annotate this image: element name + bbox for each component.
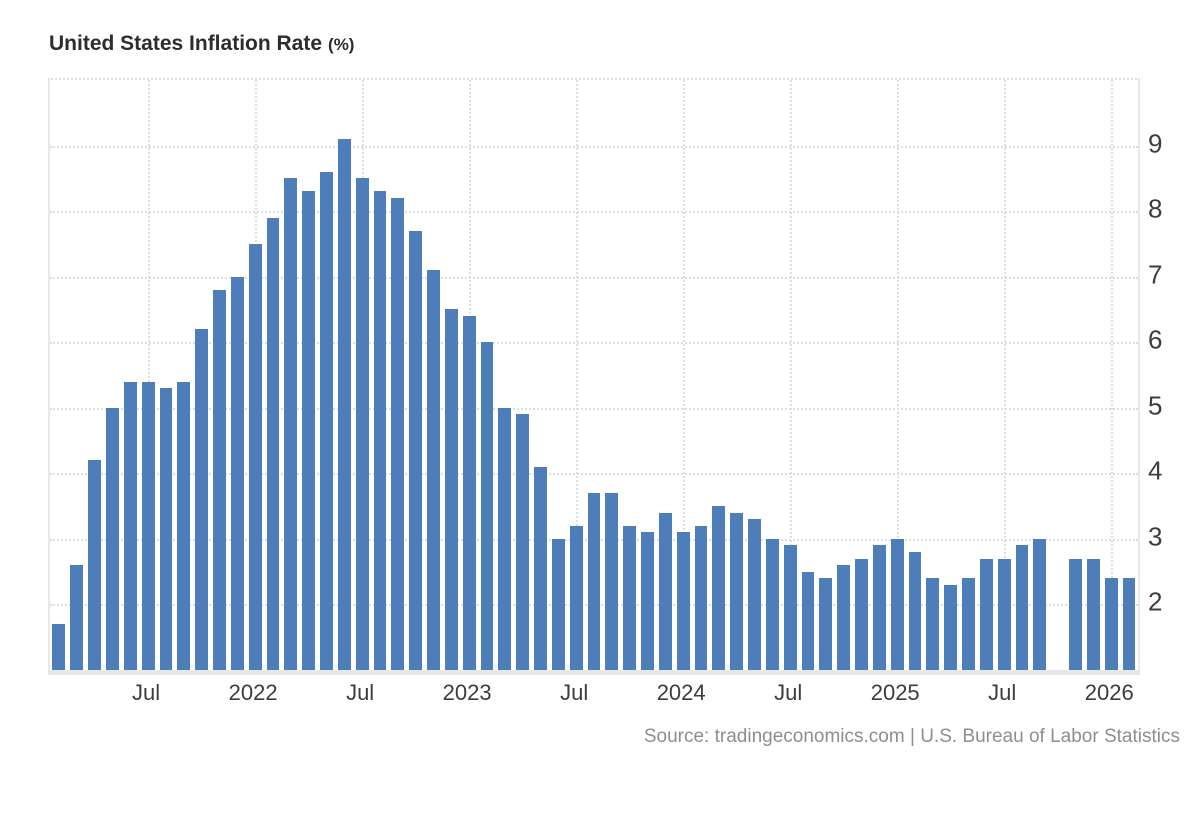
gridline-h-4 xyxy=(50,473,1138,476)
bar-mar-2023[interactable] xyxy=(498,407,512,670)
bar-sep-2024[interactable] xyxy=(819,578,833,670)
bar-may-2025[interactable] xyxy=(962,578,975,670)
bar-nov-2021[interactable] xyxy=(213,289,226,670)
gridline-h-7 xyxy=(50,276,1138,279)
bar-sep-2021[interactable] xyxy=(177,381,191,670)
bar-nov-2023[interactable] xyxy=(641,532,654,670)
x-axis-label-2022: 2022 xyxy=(228,680,278,705)
gridline-h-6 xyxy=(50,342,1138,345)
gridline-v-2024 xyxy=(683,80,686,670)
gridline-v-jul xyxy=(148,80,151,670)
bar-oct-2023[interactable] xyxy=(623,525,637,670)
bar-feb-2024[interactable] xyxy=(694,525,708,670)
bar-jan-2025[interactable] xyxy=(890,538,904,670)
y-axis-label-3: 3 xyxy=(1148,521,1163,552)
x-axis-label-2024: 2024 xyxy=(656,680,706,705)
bar-oct-2022[interactable] xyxy=(409,230,423,670)
bar-may-2022[interactable] xyxy=(320,171,333,670)
gridline-v-2025 xyxy=(897,80,900,670)
bar-feb-2026[interactable] xyxy=(1122,578,1136,670)
bar-jan-2024[interactable] xyxy=(676,532,690,670)
gridline-v-jul xyxy=(1004,80,1007,670)
gridline-v-jul xyxy=(576,80,579,670)
y-axis-label-5: 5 xyxy=(1148,390,1163,421)
source-attribution: Source: tradingeconomics.com | U.S. Bure… xyxy=(643,726,1180,747)
bar-mar-2022[interactable] xyxy=(284,178,298,670)
gridline-h-8 xyxy=(50,211,1138,214)
bar-apr-2021[interactable] xyxy=(88,460,101,670)
y-axis-label-8: 8 xyxy=(1148,193,1163,224)
bar-apr-2022[interactable] xyxy=(302,191,316,670)
x-axis-label-jul: Jul xyxy=(132,680,161,705)
bar-nov-2022[interactable] xyxy=(427,270,440,670)
gridline-v-2026 xyxy=(1111,80,1114,670)
bar-jun-2024[interactable] xyxy=(765,538,779,670)
x-axis-label-jul: Jul xyxy=(560,680,589,705)
bar-jul-2025[interactable] xyxy=(997,558,1011,670)
y-axis-label-6: 6 xyxy=(1148,324,1163,355)
bar-jul-2023[interactable] xyxy=(569,525,583,670)
y-axis-label-4: 4 xyxy=(1148,455,1163,486)
x-axis-label-2026: 2026 xyxy=(1084,680,1134,705)
x-axis-label-jul: Jul xyxy=(774,680,803,705)
bar-jun-2025[interactable] xyxy=(979,558,993,670)
x-axis-label-jul: Jul xyxy=(346,680,375,705)
bar-nov-2025[interactable] xyxy=(1069,558,1082,670)
bar-jul-2022[interactable] xyxy=(355,178,369,670)
x-axis-label-2023: 2023 xyxy=(442,680,492,705)
bar-may-2023[interactable] xyxy=(534,466,547,670)
bar-aug-2021[interactable] xyxy=(159,388,173,670)
gridline-v-jul xyxy=(790,80,793,670)
bar-feb-2025[interactable] xyxy=(908,552,922,670)
chart-title: United States Inflation Rate (%) xyxy=(49,32,354,56)
bar-nov-2024[interactable] xyxy=(855,558,868,670)
bar-aug-2023[interactable] xyxy=(587,493,601,670)
bar-sep-2022[interactable] xyxy=(391,198,405,670)
bar-dec-2021[interactable] xyxy=(230,276,244,670)
gridline-h-9 xyxy=(50,145,1138,148)
bar-feb-2023[interactable] xyxy=(480,342,494,670)
bar-feb-2022[interactable] xyxy=(266,217,280,670)
bar-mar-2021[interactable] xyxy=(70,565,84,670)
chart-title-text: United States Inflation Rate xyxy=(49,32,323,55)
bar-sep-2025[interactable] xyxy=(1033,538,1047,670)
bar-oct-2021[interactable] xyxy=(195,329,208,670)
bar-aug-2025[interactable] xyxy=(1015,545,1029,670)
plot-area[interactable] xyxy=(48,78,1140,670)
bar-jan-2026[interactable] xyxy=(1104,578,1118,670)
x-axis-label-2025: 2025 xyxy=(870,680,920,705)
bar-jun-2021[interactable] xyxy=(123,381,137,670)
x-axis-band xyxy=(48,670,1140,675)
bar-jul-2024[interactable] xyxy=(783,545,797,670)
y-axis-label-7: 7 xyxy=(1148,259,1163,290)
bar-jan-2022[interactable] xyxy=(248,243,262,670)
y-axis-label-2: 2 xyxy=(1148,586,1163,617)
bar-apr-2025[interactable] xyxy=(944,584,958,670)
bar-oct-2024[interactable] xyxy=(837,565,851,670)
bar-dec-2025[interactable] xyxy=(1086,558,1100,670)
bar-apr-2023[interactable] xyxy=(516,414,530,670)
bar-mar-2024[interactable] xyxy=(712,506,726,670)
x-axis-label-jul: Jul xyxy=(988,680,1017,705)
chart-title-unit: (%) xyxy=(328,35,355,54)
bar-aug-2022[interactable] xyxy=(373,191,387,670)
bar-jun-2022[interactable] xyxy=(337,139,351,670)
bar-sep-2023[interactable] xyxy=(605,493,619,670)
bar-feb-2021[interactable] xyxy=(52,624,66,670)
gridline-h-5 xyxy=(50,407,1138,410)
bar-dec-2024[interactable] xyxy=(872,545,886,670)
bar-jun-2023[interactable] xyxy=(551,538,565,670)
y-axis-label-9: 9 xyxy=(1148,128,1163,159)
bar-jan-2023[interactable] xyxy=(462,316,476,670)
bar-jul-2021[interactable] xyxy=(141,381,155,670)
bar-mar-2025[interactable] xyxy=(926,578,940,670)
bar-may-2024[interactable] xyxy=(748,519,761,670)
bar-apr-2024[interactable] xyxy=(730,512,744,670)
bar-aug-2024[interactable] xyxy=(801,571,815,670)
bar-may-2021[interactable] xyxy=(106,407,119,670)
bar-dec-2023[interactable] xyxy=(658,512,672,670)
bar-dec-2022[interactable] xyxy=(444,309,458,670)
